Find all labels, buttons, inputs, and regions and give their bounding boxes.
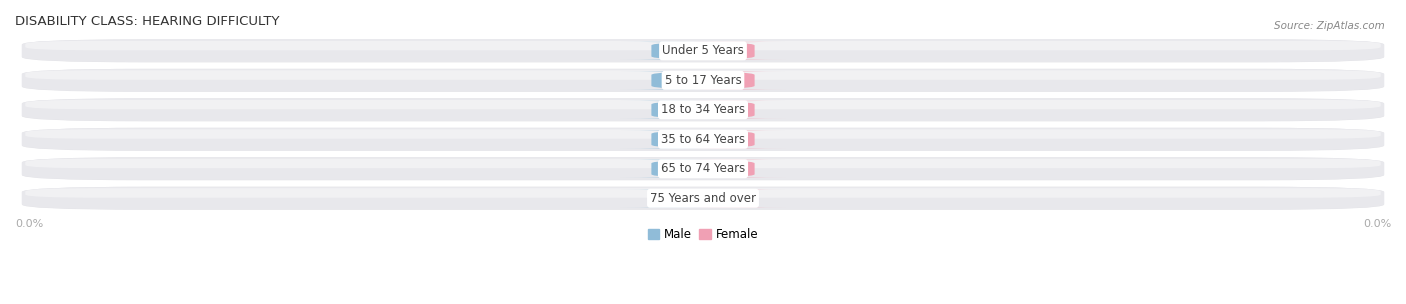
FancyBboxPatch shape [620, 189, 734, 207]
FancyBboxPatch shape [620, 130, 734, 148]
FancyBboxPatch shape [22, 128, 1384, 151]
FancyBboxPatch shape [25, 159, 1381, 168]
Text: 0.0%: 0.0% [717, 46, 741, 56]
FancyBboxPatch shape [672, 160, 786, 178]
Text: 0.0%: 0.0% [15, 219, 44, 229]
FancyBboxPatch shape [25, 100, 1381, 109]
Text: 0.0%: 0.0% [665, 164, 689, 174]
FancyBboxPatch shape [22, 128, 1384, 150]
FancyBboxPatch shape [672, 71, 786, 89]
FancyBboxPatch shape [22, 39, 1384, 62]
Text: 0.0%: 0.0% [717, 75, 741, 85]
FancyBboxPatch shape [672, 189, 786, 207]
Text: 35 to 64 Years: 35 to 64 Years [661, 133, 745, 146]
Text: 0.0%: 0.0% [665, 134, 689, 144]
Text: DISABILITY CLASS: HEARING DIFFICULTY: DISABILITY CLASS: HEARING DIFFICULTY [15, 15, 280, 28]
Text: 0.0%: 0.0% [717, 164, 741, 174]
Text: 0.0%: 0.0% [717, 134, 741, 144]
FancyBboxPatch shape [672, 42, 786, 60]
FancyBboxPatch shape [22, 98, 1384, 121]
Text: 0.0%: 0.0% [665, 193, 689, 203]
FancyBboxPatch shape [22, 187, 1384, 210]
Text: 65 to 74 Years: 65 to 74 Years [661, 162, 745, 175]
FancyBboxPatch shape [25, 129, 1381, 139]
FancyBboxPatch shape [22, 157, 1384, 180]
Text: 75 Years and over: 75 Years and over [650, 192, 756, 205]
Legend: Male, Female: Male, Female [643, 223, 763, 246]
FancyBboxPatch shape [22, 69, 1384, 92]
Text: Source: ZipAtlas.com: Source: ZipAtlas.com [1274, 21, 1385, 31]
FancyBboxPatch shape [620, 160, 734, 178]
FancyBboxPatch shape [620, 71, 734, 89]
FancyBboxPatch shape [672, 130, 786, 148]
FancyBboxPatch shape [620, 42, 734, 60]
Text: 0.0%: 0.0% [1362, 219, 1391, 229]
Text: 0.0%: 0.0% [717, 105, 741, 115]
FancyBboxPatch shape [22, 187, 1384, 209]
FancyBboxPatch shape [25, 70, 1381, 80]
FancyBboxPatch shape [22, 98, 1384, 121]
Text: 18 to 34 Years: 18 to 34 Years [661, 103, 745, 116]
Text: 5 to 17 Years: 5 to 17 Years [665, 74, 741, 87]
FancyBboxPatch shape [25, 188, 1381, 198]
FancyBboxPatch shape [22, 157, 1384, 180]
Text: 0.0%: 0.0% [665, 105, 689, 115]
FancyBboxPatch shape [22, 39, 1384, 62]
FancyBboxPatch shape [25, 41, 1381, 50]
Text: Under 5 Years: Under 5 Years [662, 44, 744, 57]
FancyBboxPatch shape [22, 69, 1384, 92]
Text: 0.0%: 0.0% [665, 46, 689, 56]
FancyBboxPatch shape [672, 101, 786, 119]
Text: 0.0%: 0.0% [665, 75, 689, 85]
FancyBboxPatch shape [620, 101, 734, 119]
Text: 0.0%: 0.0% [717, 193, 741, 203]
